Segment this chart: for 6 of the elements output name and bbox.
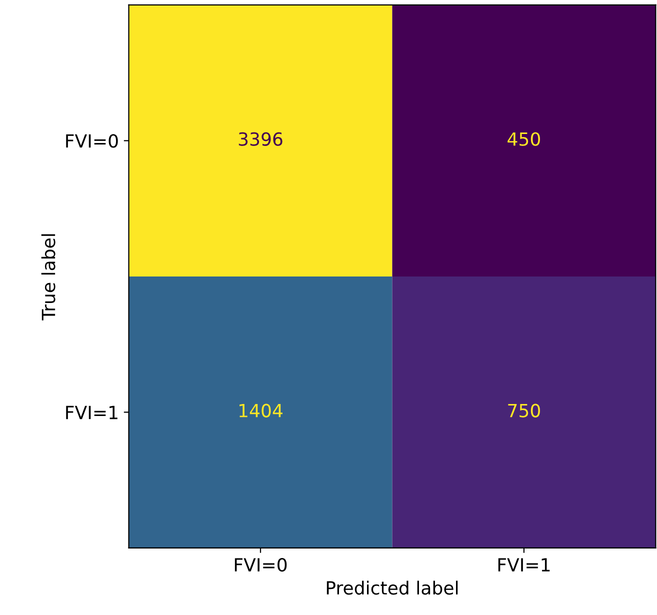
data-label: 750 [508,404,540,418]
x-axis-title: Predicted label [326,580,458,595]
data-label: 3396 [238,132,282,146]
data-label: 1404 [240,404,282,418]
y-axis-title: True label [41,234,56,320]
data-label: 450 [508,132,540,146]
